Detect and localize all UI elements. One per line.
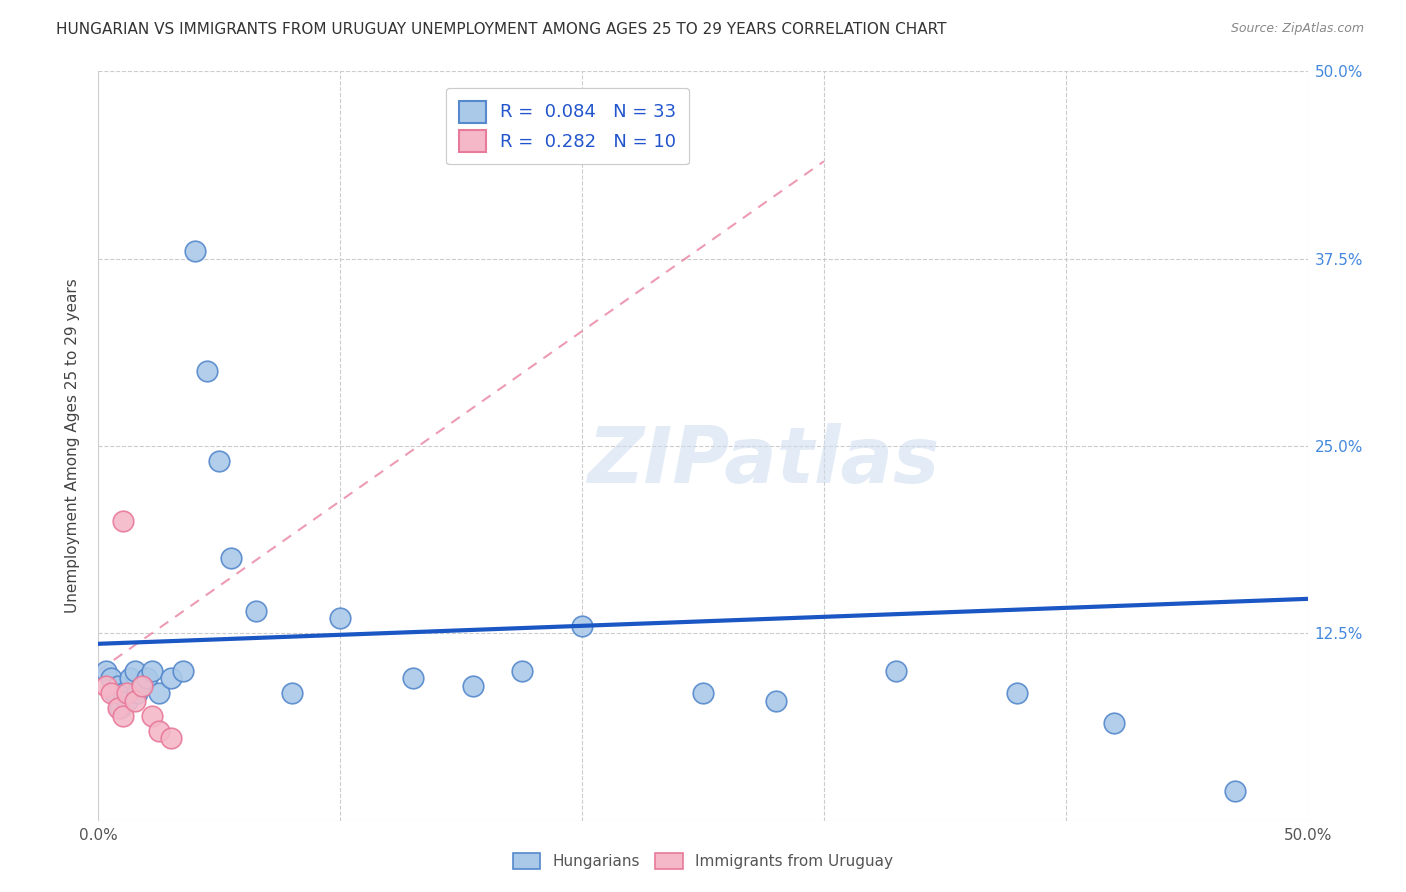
Point: [1007, 686, 1029, 700]
Text: Source: ZipAtlas.com: Source: ZipAtlas.com: [1230, 22, 1364, 36]
Point: [117, 686, 139, 700]
Point: [94, 679, 117, 693]
Point: [148, 723, 170, 738]
Point: [131, 679, 153, 693]
Point: [329, 611, 352, 625]
Point: [184, 244, 207, 259]
Point: [148, 686, 170, 700]
Point: [94, 664, 117, 678]
Point: [221, 551, 243, 566]
Point: [100, 671, 122, 685]
Point: [124, 694, 146, 708]
Point: [692, 686, 714, 700]
Point: [111, 686, 134, 700]
Point: [107, 701, 129, 715]
Point: [765, 694, 787, 708]
Point: [172, 664, 194, 678]
Point: [281, 686, 304, 700]
Point: [463, 679, 485, 693]
Point: [1223, 783, 1246, 797]
Point: [195, 364, 218, 378]
Point: [131, 679, 153, 693]
Point: [402, 671, 425, 685]
Point: [107, 679, 129, 693]
Point: [108, 701, 131, 715]
Point: [1102, 716, 1125, 731]
Point: [886, 664, 908, 678]
Point: [111, 708, 134, 723]
Text: HUNGARIAN VS IMMIGRANTS FROM URUGUAY UNEMPLOYMENT AMONG AGES 25 TO 29 YEARS CORR: HUNGARIAN VS IMMIGRANTS FROM URUGUAY UNE…: [56, 22, 946, 37]
Point: [135, 671, 157, 685]
Legend: Hungarians, Immigrants from Uruguay: Hungarians, Immigrants from Uruguay: [506, 847, 900, 875]
Text: ZIPatlas: ZIPatlas: [588, 423, 939, 499]
Point: [208, 454, 231, 468]
Point: [127, 686, 149, 700]
Point: [160, 731, 183, 746]
Y-axis label: Unemployment Among Ages 25 to 29 years: Unemployment Among Ages 25 to 29 years: [65, 278, 80, 614]
Point: [141, 708, 163, 723]
Legend: R =  0.084   N = 33, R =  0.282   N = 10: R = 0.084 N = 33, R = 0.282 N = 10: [446, 88, 689, 164]
Point: [111, 514, 134, 528]
Point: [117, 694, 139, 708]
Point: [141, 664, 163, 678]
Point: [124, 664, 146, 678]
Point: [100, 686, 122, 700]
Point: [571, 619, 593, 633]
Point: [118, 671, 141, 685]
Point: [160, 671, 183, 685]
Point: [104, 686, 127, 700]
Point: [245, 604, 267, 618]
Point: [510, 664, 533, 678]
